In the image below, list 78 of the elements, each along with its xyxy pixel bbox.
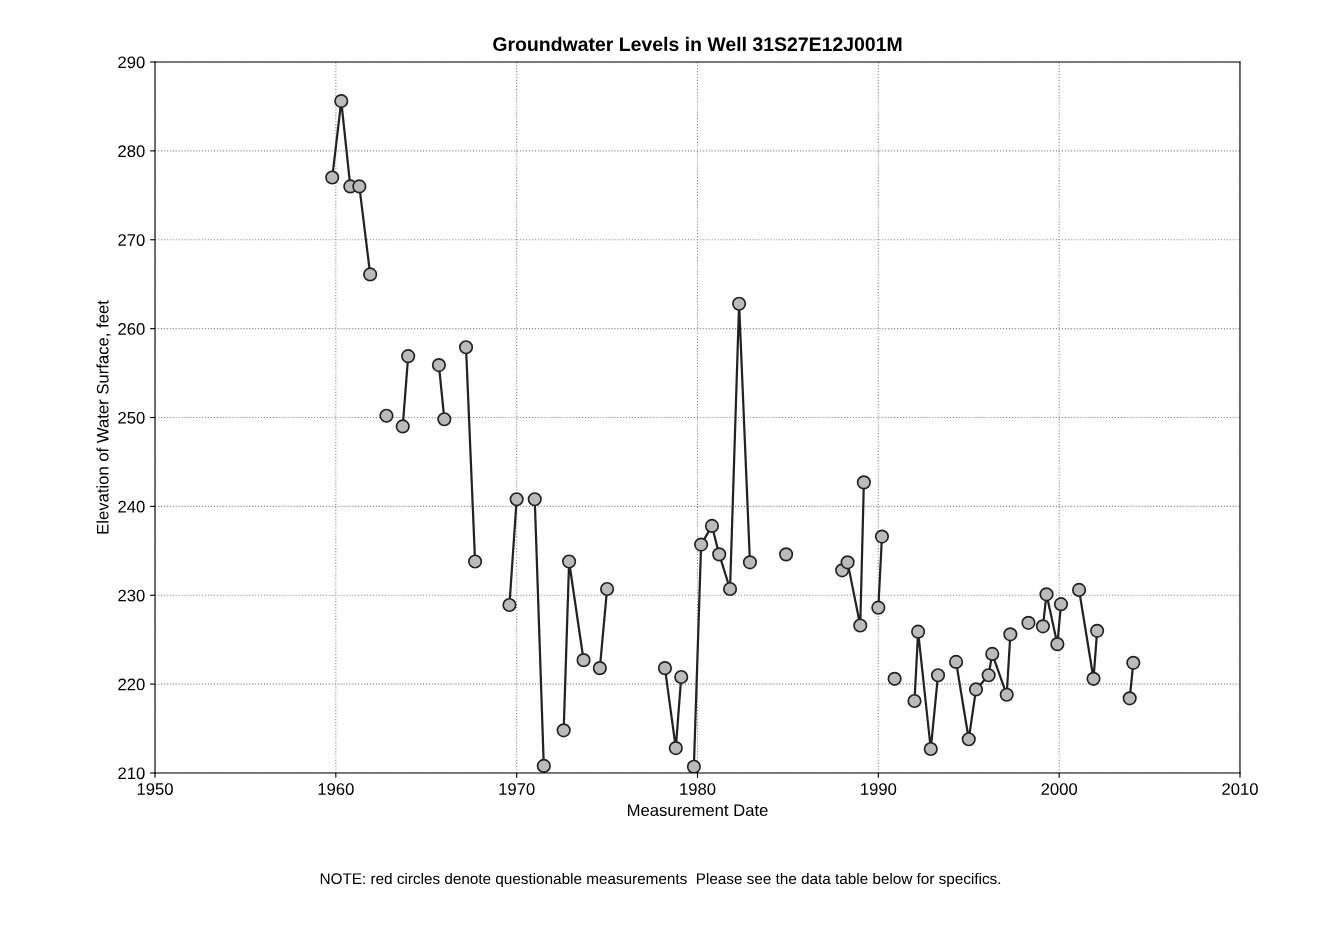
point	[352, 179, 367, 194]
y-tick-label: 230	[118, 589, 145, 602]
point	[562, 554, 577, 569]
x-tick-label: 1970	[499, 783, 535, 795]
point	[437, 412, 452, 427]
point	[856, 475, 871, 490]
point	[1126, 655, 1141, 670]
point	[949, 654, 964, 669]
point	[930, 668, 946, 683]
point	[968, 682, 984, 697]
y-tick-label: 210	[118, 767, 145, 780]
point	[779, 547, 794, 562]
point	[334, 94, 349, 109]
point	[657, 661, 673, 676]
point	[576, 653, 591, 668]
point	[722, 581, 738, 597]
chart-title: Groundwater Levels in Well 31S27E12J001M	[493, 36, 902, 52]
point	[1050, 637, 1065, 652]
point	[1053, 597, 1069, 612]
point	[536, 758, 551, 773]
point	[325, 170, 340, 185]
point	[704, 518, 720, 534]
point	[401, 349, 416, 364]
point	[431, 357, 446, 373]
point	[871, 600, 886, 615]
point	[840, 555, 855, 570]
point	[1122, 691, 1137, 706]
point	[556, 723, 571, 738]
point	[668, 741, 683, 756]
y-tick-label: 270	[118, 234, 145, 246]
x-tick-label: 1960	[318, 783, 354, 795]
point	[742, 555, 758, 570]
point	[712, 547, 727, 562]
point	[985, 646, 1000, 661]
point	[1071, 582, 1087, 598]
point	[592, 661, 607, 676]
point	[527, 492, 542, 507]
point	[1035, 619, 1050, 634]
y-tick-label: 280	[118, 145, 145, 158]
point	[907, 693, 922, 709]
point	[1090, 623, 1105, 638]
point	[467, 554, 483, 569]
point	[961, 732, 976, 747]
y-tick-label: 240	[118, 500, 145, 513]
x-tick-label: 1980	[680, 783, 716, 795]
point	[999, 687, 1014, 702]
y-tick-label: 250	[118, 411, 145, 424]
point	[981, 668, 996, 683]
point	[502, 597, 517, 613]
point	[732, 296, 747, 311]
point	[874, 529, 890, 544]
point	[1086, 671, 1101, 686]
point	[458, 340, 474, 355]
point	[509, 492, 524, 507]
y-axis-title: Elevation of Water Surface, feet	[96, 300, 111, 534]
point	[1039, 587, 1054, 602]
x-tick-label: 1990	[861, 783, 897, 795]
x-tick-label: 1950	[137, 783, 173, 795]
point	[363, 267, 378, 282]
y-tick-label: 290	[118, 56, 145, 69]
point	[674, 669, 689, 685]
point	[853, 618, 868, 633]
point	[1003, 627, 1018, 642]
x-tick-label: 2010	[1222, 783, 1258, 795]
y-tick-label: 220	[118, 678, 145, 691]
text: NOTE: red circles denote questionable measurements Please see the data table below for specifics.	[320, 872, 1001, 888]
point	[686, 759, 701, 773]
point	[887, 671, 902, 686]
point	[694, 537, 709, 552]
point	[1021, 615, 1036, 630]
x-axis-title: Measurement Date	[628, 804, 768, 817]
y-tick-label: 260	[118, 323, 145, 335]
point	[599, 581, 615, 597]
point	[911, 624, 926, 639]
point	[395, 419, 410, 434]
point	[379, 408, 394, 423]
point	[923, 741, 938, 757]
x-tick-label: 2000	[1041, 783, 1078, 795]
